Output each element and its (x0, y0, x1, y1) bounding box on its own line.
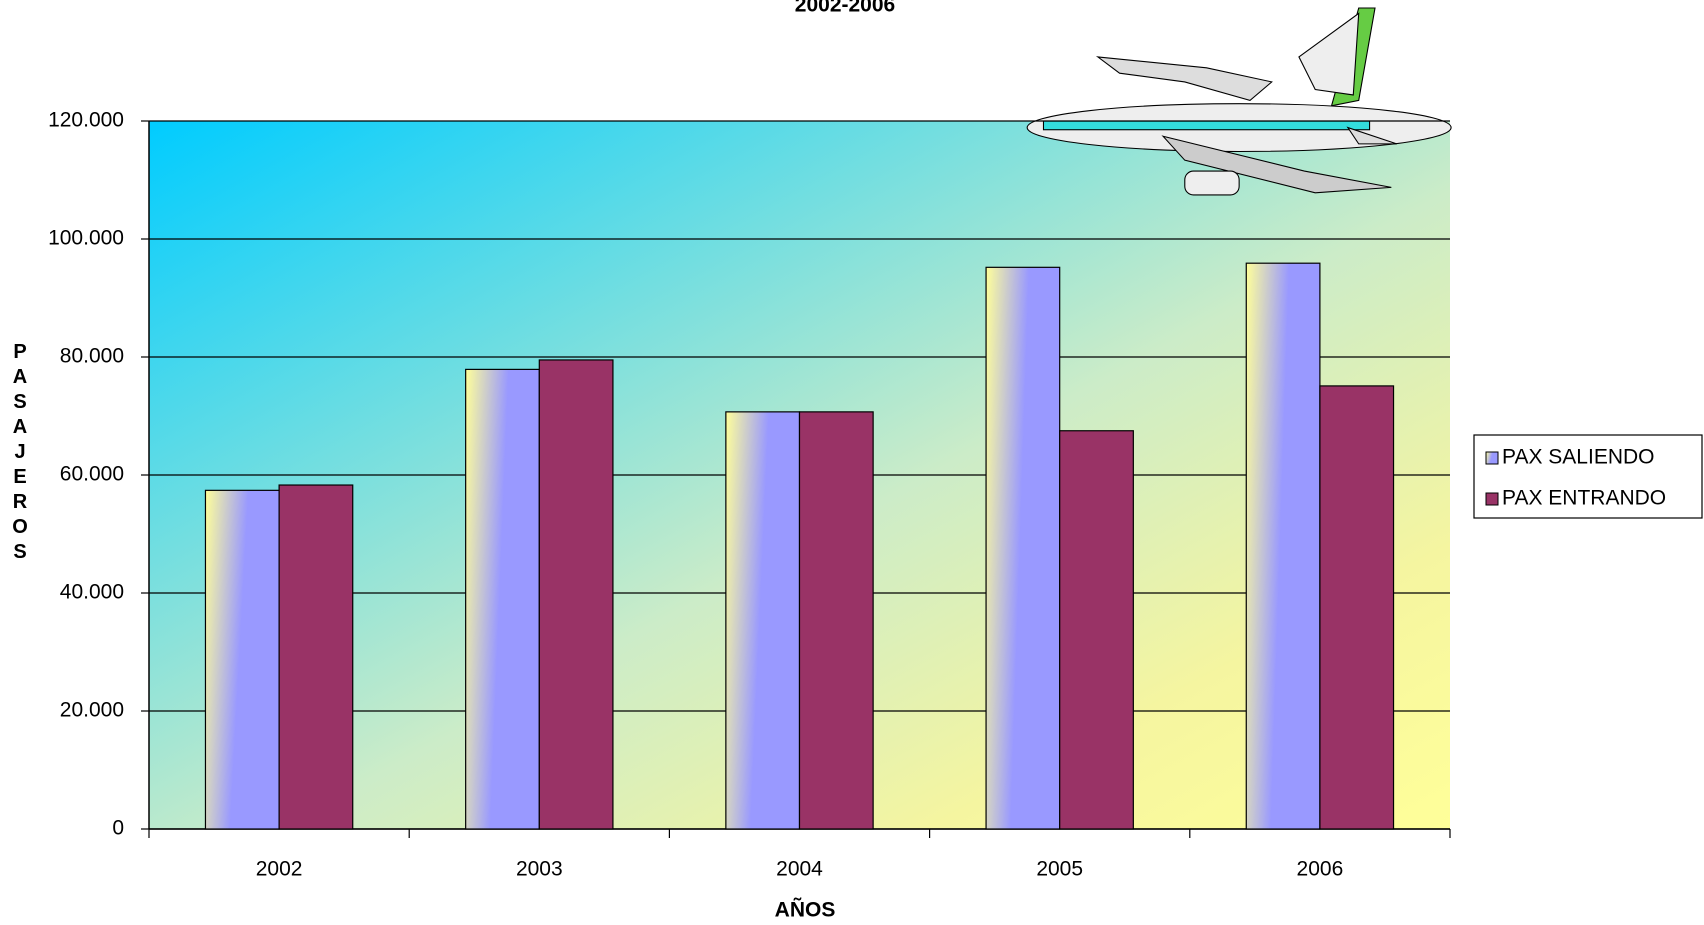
legend-label: PAX ENTRANDO (1502, 487, 1666, 510)
bar (1319, 385, 1395, 830)
bar (1245, 262, 1321, 830)
y-tick-label: 0 (112, 817, 124, 840)
legend-swatch (1485, 451, 1499, 465)
bar (985, 266, 1061, 830)
x-axis-label: AÑOS (775, 899, 836, 922)
x-tick-label: 2002 (256, 858, 303, 881)
bar (725, 411, 801, 830)
bar (538, 359, 614, 830)
legend-swatch (1485, 492, 1499, 506)
x-tick-label: 2005 (1036, 858, 1083, 881)
airplane (1026, 7, 1452, 196)
y-tick-label: 40.000 (60, 581, 124, 604)
x-tick-label: 2003 (516, 858, 563, 881)
bar (798, 411, 874, 830)
x-tick-label: 2006 (1297, 858, 1344, 881)
bar (1059, 430, 1134, 830)
bar (465, 368, 540, 830)
y-tick-label: 120.000 (48, 109, 124, 132)
legend-box (1473, 434, 1703, 519)
bar (278, 484, 354, 830)
bar (204, 489, 280, 830)
y-tick-label: 100.000 (48, 227, 124, 250)
y-tick-label: 80.000 (60, 345, 124, 368)
y-tick-label: 20.000 (60, 699, 124, 722)
y-axis-label: PASAJEROS (12, 341, 28, 563)
x-tick-label: 2004 (776, 858, 823, 881)
legend-label: PAX SALIENDO (1502, 446, 1655, 469)
chart-title: 2002-2006 (795, 0, 895, 17)
y-tick-label: 60.000 (60, 463, 124, 486)
